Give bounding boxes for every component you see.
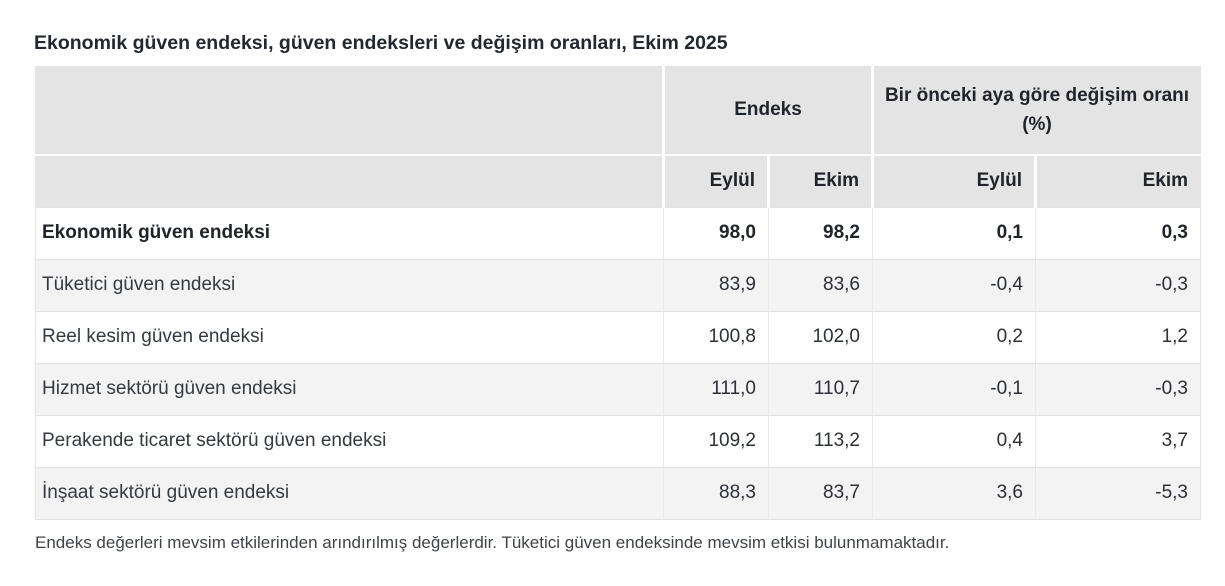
value-cell: 102,0 [768,310,873,363]
month-header-row: Eylül Ekim Eylül Ekim [35,155,1201,207]
footnote: Endeks değerleri mevsim etkilerinden arı… [35,533,950,552]
confidence-index-table: Endeks Bir önceki aya göre değişim oranı… [35,66,1201,520]
table-row-reel-kesim: Reel kesim güven endeksi 100,8 102,0 0,2… [35,310,1201,363]
value-cell: -0,3 [1035,362,1201,415]
value-cell: 3,6 [872,466,1036,519]
table-row-tuketici: Tüketici güven endeksi 83,9 83,6 -0,4 -0… [35,258,1201,311]
table-row-hizmet: Hizmet sektörü güven endeksi 111,0 110,7… [35,362,1201,415]
row-label: İnşaat sektörü güven endeksi [35,466,664,519]
value-cell: 0,1 [872,206,1036,259]
value-cell: 83,9 [663,258,769,311]
value-cell: 100,8 [663,310,769,363]
row-label: Hizmet sektörü güven endeksi [35,362,664,415]
value-cell: 0,3 [1035,206,1201,259]
empty-header-cell [35,155,664,207]
value-cell: 0,4 [872,414,1036,467]
value-cell: 0,2 [872,310,1036,363]
month-header-endeks-eylul: Eylül [662,155,769,207]
table-body: Ekonomik güven endeksi 98,0 98,2 0,1 0,3… [35,206,1201,519]
value-cell: 3,7 [1035,414,1201,467]
col-group-endeks-header: Endeks [662,66,873,156]
empty-header-cell [35,66,664,156]
table-row-perakende: Perakende ticaret sektörü güven endeksi … [35,414,1201,467]
row-label: Ekonomik güven endeksi [35,206,664,259]
value-cell: -5,3 [1035,466,1201,519]
value-cell: 111,0 [663,362,769,415]
row-label: Perakende ticaret sektörü güven endeksi [35,414,664,467]
value-cell: 83,7 [768,466,873,519]
value-cell: 113,2 [768,414,873,467]
value-cell: 110,7 [768,362,873,415]
row-label: Tüketici güven endeksi [35,258,664,311]
value-cell: -0,1 [872,362,1036,415]
value-cell: 88,3 [663,466,769,519]
value-cell: 98,0 [663,206,769,259]
table-row-insaat: İnşaat sektörü güven endeksi 88,3 83,7 3… [35,466,1201,519]
row-label: Reel kesim güven endeksi [35,310,664,363]
value-cell: -0,4 [872,258,1036,311]
month-header-endeks-ekim: Ekim [767,155,873,207]
value-cell: -0,3 [1035,258,1201,311]
value-cell: 83,6 [768,258,873,311]
month-header-change-ekim: Ekim [1034,155,1201,207]
month-header-change-eylul: Eylül [871,155,1036,207]
value-cell: 98,2 [768,206,873,259]
table-row-ekonomik: Ekonomik güven endeksi 98,0 98,2 0,1 0,3 [35,206,1201,259]
value-cell: 1,2 [1035,310,1201,363]
column-group-row: Endeks Bir önceki aya göre değişim oranı… [35,66,1201,156]
col-group-change-header: Bir önceki aya göre değişim oranı (%) [871,66,1201,156]
page-title: Ekonomik güven endeksi, güven endeksleri… [34,32,728,54]
table-header: Endeks Bir önceki aya göre değişim oranı… [35,66,1201,207]
value-cell: 109,2 [663,414,769,467]
